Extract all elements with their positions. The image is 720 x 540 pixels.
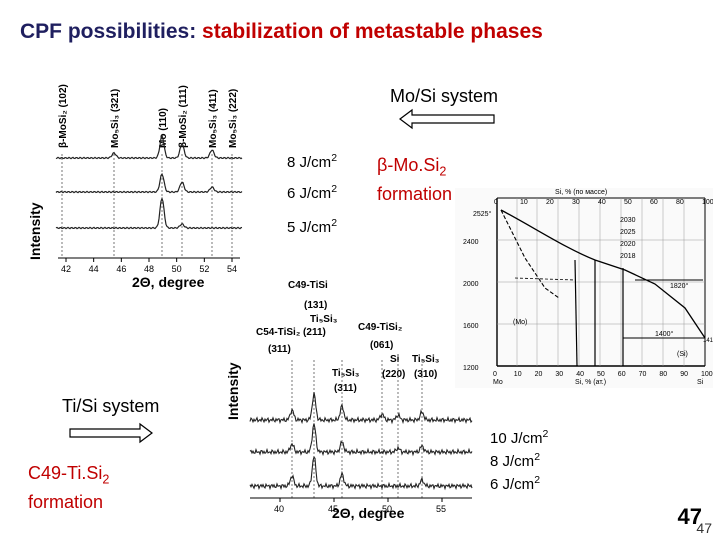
pd-top-tick: 80 [676,199,684,206]
ti-si-xlabel: 2Θ, degree [332,505,405,521]
pd-top-tick: 40 [598,199,606,206]
ti-peak-label: Ti₅Si₃ [310,314,338,325]
title-prefix: CPF possibilities: [20,20,197,43]
mo-si-xlabel: 2Θ, degree [132,274,205,290]
ti-xtick-label: 40 [274,504,284,514]
ti-fluence-2: 8 J/cm2 [490,451,541,470]
ti-xtick-label: 55 [436,504,446,514]
svg-text:2525°: 2525° [473,210,492,218]
ti-fluence-1: 10 J/cm2 [490,428,549,447]
ti-peak-label: (061) [370,340,393,351]
mo-xtick-label: 52 [199,264,209,274]
pd-top-tick: 30 [572,199,580,206]
pd-bottom-tick: 30 [555,371,563,378]
page-number: 47 [677,504,702,529]
ti-xrd-curve [249,423,473,457]
title-topic: stabilization of metastable phases [202,20,543,43]
ti-peak-label: (311) [334,383,357,394]
left-arrow-icon [399,108,495,130]
svg-text:Si: Si [697,379,704,386]
mo-xtick-label: 54 [227,264,237,274]
mo-xrd-curve [55,196,243,230]
pd-top-tick: 60 [650,199,658,206]
pd-bottom-tick: 100 [701,371,713,378]
mo-peak-label: β-MoSi₂ (111) [178,85,189,148]
svg-text:2030: 2030 [620,217,636,224]
ti-peak-label: C54-TiSi₂ (211) [256,327,326,338]
mo-peak-label: Mo₅Si₃ (411) [208,89,219,148]
right-arrow-icon [69,422,153,444]
ti-peak-label: C49-TiSi [288,280,328,291]
pd-top-tick: 20 [546,199,554,206]
svg-text:Si, % (по массе): Si, % (по массе) [555,189,607,196]
mo-si-ylabel: Intensity [27,202,43,260]
mo-si-system-label: Mo/Si system [390,86,499,106]
svg-text:1600: 1600 [463,323,479,330]
pd-bottom-tick: 20 [535,371,543,378]
ti-peak-label: C49-TiSi₂ [358,322,402,333]
svg-text:2400: 2400 [463,239,479,246]
mo-xrd-curve [55,172,243,194]
ti-peak-label: Si [390,354,400,365]
ti-formation-label: C49-Ti.Si2 formation [28,463,110,512]
pd-bottom-tick: 90 [680,371,688,378]
ti-xtick-label: 45 [328,504,338,514]
mo-xtick-label: 46 [116,264,126,274]
mo-xtick-label: 48 [144,264,154,274]
pd-bottom-tick: 0 [493,371,497,378]
mo-xtick-label: 44 [89,264,99,274]
mo-xtick-label: 42 [61,264,71,274]
svg-text:Mo: Mo [493,379,503,386]
page-number-small: 47 [696,520,712,536]
mo-fluence-1: 8 J/cm2 [287,152,338,171]
pd-top-tick: 100 [702,199,713,206]
pd-bottom-tick: 40 [576,371,584,378]
pd-top-tick: 10 [520,199,528,206]
ti-xtick-label: 50 [382,504,392,514]
mo-si-xrd-plot: Intensity β-MoSi₂ (102) Mo₅Si₃ (321) Mo (1… [27,84,243,290]
ti-si-system-label: Ti/Si system [62,396,160,416]
svg-text:2020: 2020 [620,241,636,248]
svg-text:2025: 2025 [620,229,636,236]
ti-xrd-curve [249,392,473,425]
svg-text:1400°: 1400° [655,330,674,338]
ti-xrd-curve [249,455,473,491]
pd-bottom-tick: 80 [659,371,667,378]
slide-title: CPF possibilities: stabilization of meta… [20,20,543,44]
mo-peak-label: Mo₅Si₃ (321) [110,89,121,148]
ti-peak-label: (311) [268,344,291,355]
pd-bottom-tick: 60 [618,371,626,378]
mo-fluence-2: 6 J/cm2 [287,183,338,202]
svg-text:1820°: 1820° [670,282,689,290]
pd-top-tick: 0 [494,199,498,206]
pd-top-tick: 50 [624,199,632,206]
svg-text:1200: 1200 [463,365,479,372]
ti-peak-label: Ti₅Si₃ [412,354,440,365]
ti-peak-label: (131) [304,300,327,311]
mo-peak-label: Mo (110) [158,108,169,148]
svg-text:Intensity: Intensity [27,202,43,260]
svg-text:(Mo): (Mo) [513,319,527,326]
pd-bottom-tick: 50 [597,371,605,378]
mo-peak-label: Mo₅Si₃ (222) [228,89,239,148]
svg-text:2000: 2000 [463,281,479,288]
ti-si-ylabel: Intensity [225,362,241,420]
ti-peak-label: Ti₅Si₃ [332,368,360,379]
mo-xrd-curve [55,133,243,160]
mo-peak-label: β-MoSi₂ (102) [58,84,69,148]
pd-bottom-tick: 70 [639,371,647,378]
svg-text:(Si): (Si) [677,351,688,358]
mo-fluence-3: 5 J/cm2 [287,217,338,236]
svg-text:Si, % (ат.): Si, % (ат.) [575,379,606,386]
ti-si-xrd-plot: Intensity C49-TiSi (131) Ti₅Si₃ C54-TiSi₂ (… [225,280,473,521]
ti-peak-label: (310) [414,369,437,380]
ti-peak-label: (220) [382,369,405,380]
pd-bottom-tick: 10 [514,371,522,378]
ti-fluence-3: 6 J/cm2 [490,474,541,493]
mo-formation-label: β-Mo.Si2 formation [377,155,453,204]
mo-xtick-label: 50 [172,264,182,274]
svg-text:2018: 2018 [620,253,636,260]
mo-si-phase-diagram: Si, % (по массе) Si, % (ат.) 2400 2000 1… [455,188,713,388]
